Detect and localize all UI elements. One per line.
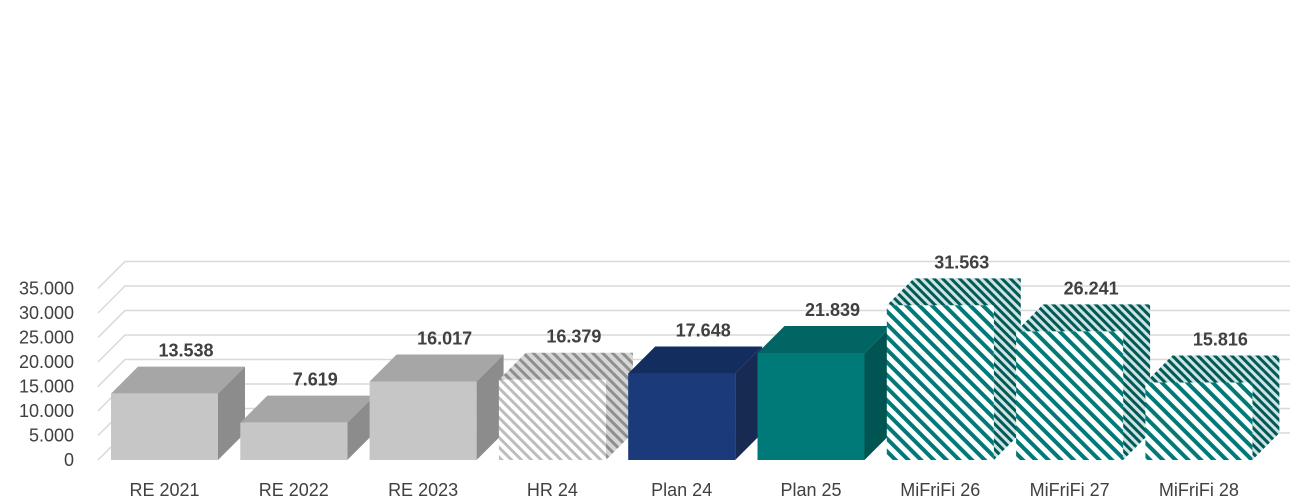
bar-front: [628, 373, 736, 460]
x-tick-label: RE 2023: [388, 480, 458, 500]
y-tick-label: 35.000: [19, 279, 74, 299]
data-label: 15.816: [1193, 330, 1248, 350]
bar-front: [498, 379, 606, 460]
bar-side: [605, 352, 633, 460]
bar: [369, 354, 504, 460]
bar-top: [1145, 355, 1280, 383]
bar-side: [347, 395, 375, 460]
bar-top: [628, 346, 763, 374]
y-tick-label: 15.000: [19, 377, 74, 397]
bar: [628, 346, 763, 460]
bar-front: [240, 422, 348, 460]
data-label: 16.379: [546, 327, 601, 347]
bar-side: [735, 346, 763, 460]
y-tick-label: 25.000: [19, 328, 74, 348]
bar-front: [1016, 331, 1124, 460]
x-tick-label: RE 2022: [259, 480, 329, 500]
bar-front: [886, 305, 994, 460]
x-axis-categories: RE 2021 RE 2022 RE 2023 HR 24 Plan 24 Plan 25…: [129, 480, 1238, 500]
bar-front: [111, 393, 218, 460]
bar: [886, 278, 1021, 460]
data-label: 21.839: [805, 300, 860, 320]
y-axis-ticks: 0 5.000 10.000 15.000 20.000 25.000 30.000 35.0…: [19, 279, 74, 471]
data-label: 13.538: [158, 341, 213, 361]
bar-top: [111, 366, 245, 394]
x-tick-label: MiFriFi 27: [1030, 480, 1110, 500]
bar-top: [240, 395, 375, 423]
x-tick-label: RE 2021: [129, 480, 199, 500]
data-label: 26.241: [1064, 278, 1119, 298]
bar-top: [369, 354, 504, 382]
y-tick-label: 0: [64, 450, 74, 470]
bars: [111, 278, 1280, 460]
bar-front: [1145, 382, 1253, 460]
bar-side: [1252, 355, 1280, 460]
bar-top: [757, 325, 892, 353]
bar-top: [1016, 304, 1151, 332]
bar-side: [476, 354, 504, 460]
bar: [240, 395, 375, 460]
gridline: [97, 260, 1290, 290]
data-label: 31.563: [934, 252, 989, 272]
bar-side: [993, 278, 1021, 460]
bar-top: [886, 278, 1021, 306]
y-tick-label: 5.000: [29, 426, 74, 446]
bar-front: [369, 381, 477, 460]
x-tick-label: MiFriFi 26: [900, 480, 980, 500]
gridline: [97, 285, 1290, 314]
y-tick-label: 10.000: [19, 401, 74, 421]
bar: [1145, 355, 1280, 460]
data-labels: 13.538 7.619 16.017 16.379 17.648 21.839 31.56…: [158, 252, 1247, 389]
y-tick-label: 20.000: [19, 352, 74, 372]
data-label: 7.619: [293, 370, 338, 390]
x-tick-label: MiFriFi 28: [1159, 480, 1239, 500]
bar-side: [1123, 304, 1151, 460]
data-label: 17.648: [676, 321, 731, 341]
x-tick-label: Plan 25: [780, 480, 841, 500]
bar-top: [498, 352, 633, 380]
bar-front: [757, 352, 865, 460]
bar-side: [218, 366, 245, 460]
bar: [498, 352, 633, 460]
x-tick-label: Plan 24: [651, 480, 712, 500]
data-label: 16.017: [417, 329, 472, 349]
x-tick-label: HR 24: [527, 480, 578, 500]
bar-side: [864, 325, 892, 460]
bar: [1016, 304, 1151, 460]
y-tick-label: 30.000: [19, 303, 74, 323]
bar: [757, 325, 892, 460]
bar: [111, 366, 245, 460]
